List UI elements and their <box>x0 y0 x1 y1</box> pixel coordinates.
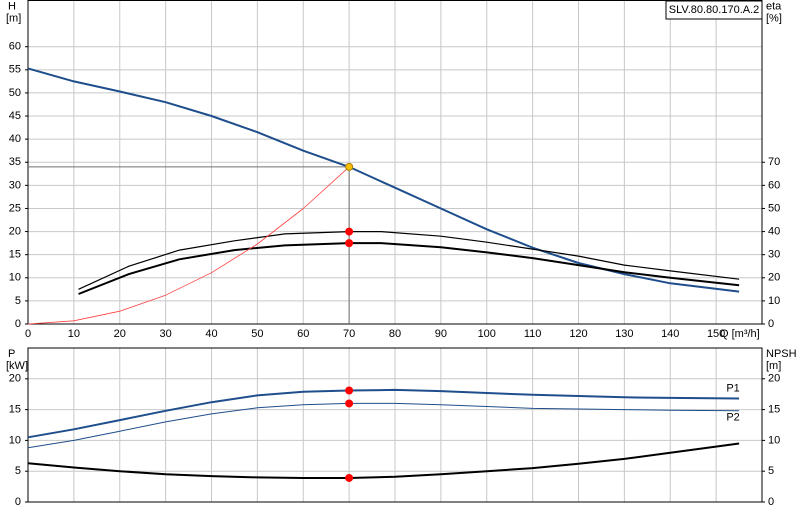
x-tick-label: 50 <box>251 328 263 340</box>
y-tick-label: 10 <box>9 434 21 446</box>
y-axis-unit: [m] <box>6 12 21 24</box>
x-tick-label: 100 <box>478 328 496 340</box>
y2-tick-label: 10 <box>768 434 780 446</box>
x-tick-label: 150 <box>707 328 725 340</box>
curve <box>78 242 740 295</box>
model-label: SLV.80.80.170.A.2 <box>669 4 760 16</box>
y-tick-label: 30 <box>9 179 21 191</box>
curve <box>27 442 740 479</box>
y2-tick-label: 60 <box>768 179 780 191</box>
curve <box>78 231 740 290</box>
y-tick-label: 20 <box>9 373 21 385</box>
y2-tick-label: 20 <box>768 272 780 284</box>
curve <box>27 402 740 449</box>
x-tick-label: 110 <box>524 328 542 340</box>
y2-axis-unit: [%] <box>766 12 782 24</box>
curve <box>27 166 350 325</box>
y2-tick-label: 15 <box>768 404 780 416</box>
series-label: P2 <box>726 412 739 424</box>
y-tick-label: 50 <box>9 87 21 99</box>
y-tick-label: 45 <box>9 110 21 122</box>
x-tick-label: 0 <box>25 328 31 340</box>
duty-point <box>345 473 354 482</box>
y-axis-label: H <box>8 0 16 12</box>
x-axis-label: Q [m³/h] <box>720 328 760 340</box>
duty-point <box>345 399 354 408</box>
duty-point <box>345 162 354 171</box>
curve <box>27 388 740 439</box>
x-tick-label: 10 <box>68 328 80 340</box>
x-tick-label: 130 <box>615 328 633 340</box>
y2-tick-label: 0 <box>768 496 774 508</box>
y2-axis-unit: [m] <box>766 360 781 372</box>
x-tick-label: 60 <box>297 328 309 340</box>
y-tick-label: 55 <box>9 64 21 76</box>
y2-tick-label: 0 <box>768 318 774 330</box>
y-tick-label: 0 <box>15 318 21 330</box>
y-tick-label: 5 <box>15 465 21 477</box>
y2-axis-label: eta <box>766 0 782 12</box>
y-tick-label: 10 <box>9 272 21 284</box>
x-tick-label: 20 <box>114 328 126 340</box>
x-tick-label: 120 <box>569 328 587 340</box>
y2-tick-label: 50 <box>768 202 780 214</box>
y-tick-label: 20 <box>9 225 21 237</box>
duty-point <box>345 386 354 395</box>
x-tick-label: 70 <box>343 328 355 340</box>
x-tick-label: 30 <box>160 328 172 340</box>
y2-tick-label: 20 <box>768 373 780 385</box>
series-label: P1 <box>726 382 739 394</box>
plot-frame <box>27 347 763 503</box>
x-tick-label: 80 <box>389 328 401 340</box>
duty-point <box>345 239 354 248</box>
y-tick-label: 40 <box>9 133 21 145</box>
x-tick-label: 40 <box>205 328 217 340</box>
y-tick-label: 5 <box>15 295 21 307</box>
x-tick-label: 140 <box>661 328 679 340</box>
duty-point <box>345 227 354 236</box>
y2-tick-label: 10 <box>768 295 780 307</box>
x-tick-label: 90 <box>435 328 447 340</box>
y2-tick-label: 40 <box>768 225 780 237</box>
y2-axis-label: NPSH <box>766 348 797 360</box>
y-axis-unit: [kW] <box>6 360 28 372</box>
y-tick-label: 15 <box>9 249 21 261</box>
y-tick-label: 0 <box>15 496 21 508</box>
curve <box>27 67 740 293</box>
plot-frame <box>27 0 763 325</box>
y2-tick-label: 5 <box>768 465 774 477</box>
y-axis-label: P <box>8 348 15 360</box>
y-tick-label: 15 <box>9 404 21 416</box>
y2-tick-label: 30 <box>768 249 780 261</box>
y-tick-label: 60 <box>9 41 21 53</box>
y-tick-label: 35 <box>9 156 21 168</box>
model-box <box>665 0 763 20</box>
y-tick-label: 25 <box>9 202 21 214</box>
y2-tick-label: 70 <box>768 156 780 168</box>
